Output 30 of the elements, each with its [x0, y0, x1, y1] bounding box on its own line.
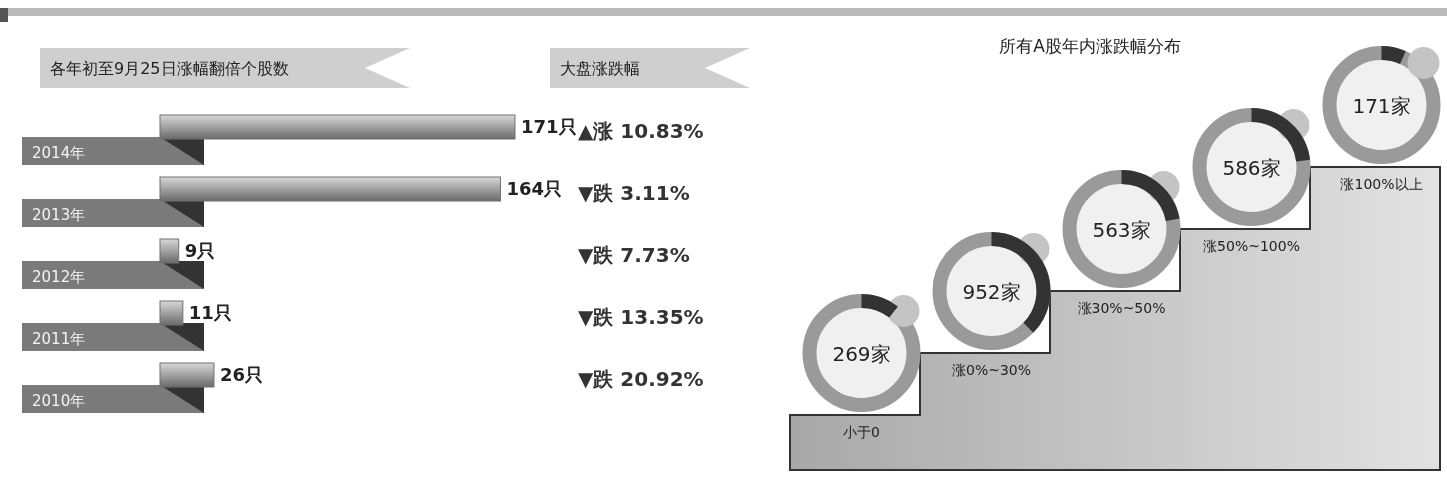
text: ▼跌 3.11%	[578, 181, 690, 205]
data-label: 171家	[1352, 94, 1411, 118]
data-label: 26只	[219, 364, 264, 385]
bar	[159, 176, 501, 202]
data-label: 164只	[506, 178, 563, 199]
y-tick-label: 2011年	[32, 330, 86, 348]
text: ▼跌 20.92%	[578, 367, 704, 391]
data-label: 952家	[962, 280, 1021, 304]
bar	[159, 114, 516, 140]
text: ▼跌 7.73%	[578, 243, 690, 267]
category-label: 小于0	[843, 424, 880, 440]
data-label: 171只	[521, 116, 577, 137]
category-label: 涨30%~50%	[1077, 300, 1166, 316]
category-label: 涨50%~100%	[1203, 238, 1300, 254]
text: 所有A股年内涨跌幅分布	[999, 36, 1181, 56]
data-label: 269家	[832, 342, 891, 366]
category-label: 涨100%以上	[1340, 176, 1423, 192]
y-tick-label: 2010年	[32, 392, 86, 410]
text: 大盘涨跌幅	[560, 59, 640, 78]
y-tick-label: 2013年	[32, 206, 86, 224]
data-label: 11只	[188, 302, 232, 323]
text: ▲涨 10.83%	[578, 119, 704, 143]
text: ▼跌 13.35%	[578, 305, 704, 329]
category-label: 涨0%~30%	[951, 362, 1032, 378]
data-label: 586家	[1222, 156, 1281, 180]
data-label: 9只	[184, 240, 216, 261]
y-tick-label: 2014年	[32, 144, 86, 162]
y-tick-label: 2012年	[32, 268, 86, 286]
chart-title: 各年初至9月25日涨幅翻倍个股数	[50, 59, 289, 78]
data-label: 563家	[1092, 218, 1151, 242]
